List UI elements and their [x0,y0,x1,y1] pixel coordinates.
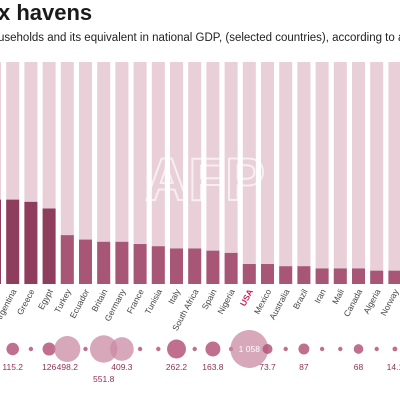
share-bar [115,241,129,284]
background-bar [388,62,400,284]
share-bar [42,208,56,284]
background-bar [115,62,129,284]
bubble [6,342,19,356]
bubble [110,337,134,361]
category-label: Spain [200,287,219,311]
category-label: Brazil [291,287,310,311]
bubble [338,346,343,352]
share-bar [170,248,183,284]
share-bar [6,199,20,284]
share-bar [333,268,347,284]
category-labels: yprusArgentinaGreeceEgyptTurkeyEcuadorBr… [0,287,400,333]
amount-label: 409.3 [111,362,133,372]
share-bar [24,201,38,284]
category-label: USA [238,287,255,308]
background-bar [297,62,311,284]
share-bar [133,244,147,284]
share-bars [0,199,400,284]
amount-label: 5.1 [0,362,1,372]
background-bar [242,62,256,284]
share-bar [188,248,202,284]
bubble [54,335,81,363]
bubble [298,343,310,355]
category-label: Egypt [36,287,55,311]
bubble [83,346,88,352]
category-label: Italy [166,287,183,306]
background-bar [333,62,347,284]
category-label: Nigeria [215,287,237,316]
amount-label: 87 [299,362,309,372]
share-bar [315,268,329,284]
share-bar [279,266,293,284]
share-bar [261,264,274,284]
share-bar [60,235,74,284]
share-bar [370,270,384,284]
bubble [137,346,143,352]
chart-subtitle: useholds and its equivalent in national … [0,32,400,44]
background-bar [261,62,274,284]
amount-label: 14.1 [387,362,400,372]
watermark-logo: AFP [145,146,265,213]
share-bar [97,241,111,284]
bubble [205,341,221,357]
bubble [156,346,161,352]
amount-label: 126 [42,362,56,372]
bubble [192,346,197,352]
category-label: Norway [378,287,400,318]
background-bar [79,62,92,284]
background-bar [133,62,147,284]
share-bar [79,239,92,284]
background-bar [151,62,165,284]
background-bar [170,62,183,284]
bubble [262,343,273,355]
share-bar [0,199,1,284]
bubble [353,344,364,354]
category-label: Iran [312,287,328,305]
amount-label: 163.8 [202,362,224,372]
bubble [167,339,186,359]
background-bar [224,62,238,284]
category-label: Argentina [0,287,19,324]
bubble [42,342,56,356]
amount-label: 498.2 [57,362,79,372]
background-bar [188,62,202,284]
amount-label: 73.7 [259,362,276,372]
category-label: Greece [15,287,37,317]
bubble [374,346,379,352]
bubble [230,330,269,368]
background-bar [206,62,220,284]
background-bar [0,62,1,284]
background-bar [279,62,293,284]
share-bar [224,252,238,284]
chart-title: x havens [0,0,93,25]
share-bar [297,266,311,284]
bubble [28,346,34,352]
share-bar [206,250,220,284]
background-bar [352,62,365,284]
bubble [89,335,118,363]
share-bar [151,246,165,284]
background-bars [0,62,400,284]
bubble [392,346,398,352]
bubble [283,346,288,352]
category-label: Mali [330,287,346,306]
background-bar [97,62,111,284]
share-bar [352,268,365,284]
category-label: Tunisia [143,287,165,316]
bubble [319,346,325,352]
bubble-row [6,330,398,368]
share-bar [388,270,400,284]
background-bar [315,62,329,284]
amount-label: 68 [354,362,364,372]
amount-label: 115.2 [2,362,23,372]
amount-label: 1 058 [239,344,261,354]
amount-label: 551.8 [93,374,115,384]
amount-label: 262.2 [166,362,188,372]
share-bar [242,264,256,284]
background-bar [60,62,74,284]
background-bar [370,62,384,284]
